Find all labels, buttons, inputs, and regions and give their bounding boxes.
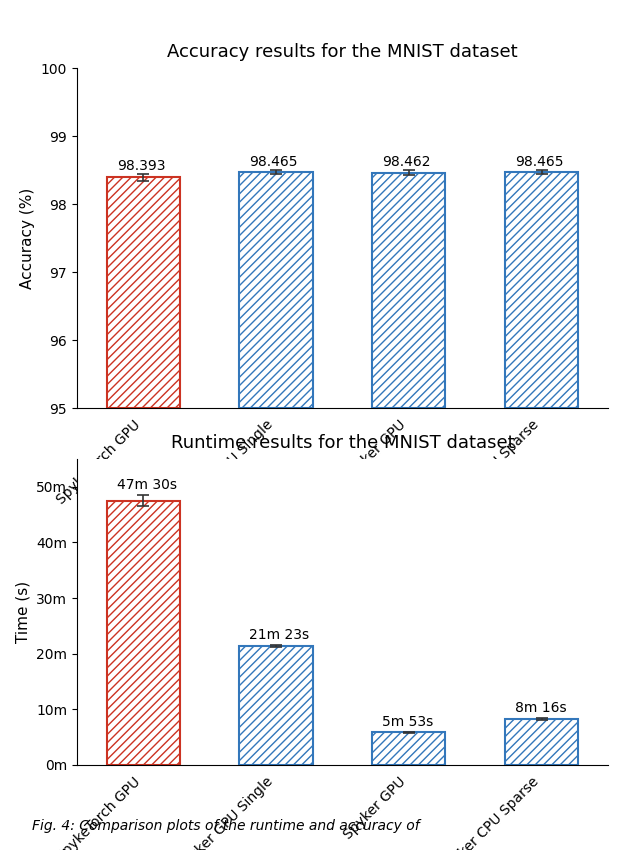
Bar (107, 178, 180, 408)
Bar (372, 732, 445, 765)
Bar (505, 719, 578, 765)
Text: 5m 53s: 5m 53s (382, 715, 433, 728)
Text: 47m 30s: 47m 30s (116, 479, 177, 492)
Text: 98.465: 98.465 (515, 155, 564, 169)
Bar (107, 501, 180, 765)
Text: Fig. 4: Comparison plots of the runtime and accuracy of: Fig. 4: Comparison plots of the runtime … (32, 819, 420, 833)
Text: 98.465: 98.465 (250, 155, 298, 169)
Title: Runtime results for the MNIST dataset: Runtime results for the MNIST dataset (171, 434, 514, 452)
Bar (372, 173, 445, 408)
Text: 21m 23s: 21m 23s (250, 628, 310, 642)
Y-axis label: Time (s): Time (s) (15, 581, 30, 643)
Text: 98.462: 98.462 (382, 155, 431, 168)
Text: 98.393: 98.393 (116, 158, 165, 173)
Y-axis label: Accuracy (%): Accuracy (%) (20, 187, 35, 289)
Bar (239, 173, 312, 408)
Bar (505, 173, 578, 408)
Text: 8m 16s: 8m 16s (515, 701, 566, 715)
Title: Accuracy results for the MNIST dataset: Accuracy results for the MNIST dataset (167, 42, 518, 61)
Bar (239, 646, 312, 765)
